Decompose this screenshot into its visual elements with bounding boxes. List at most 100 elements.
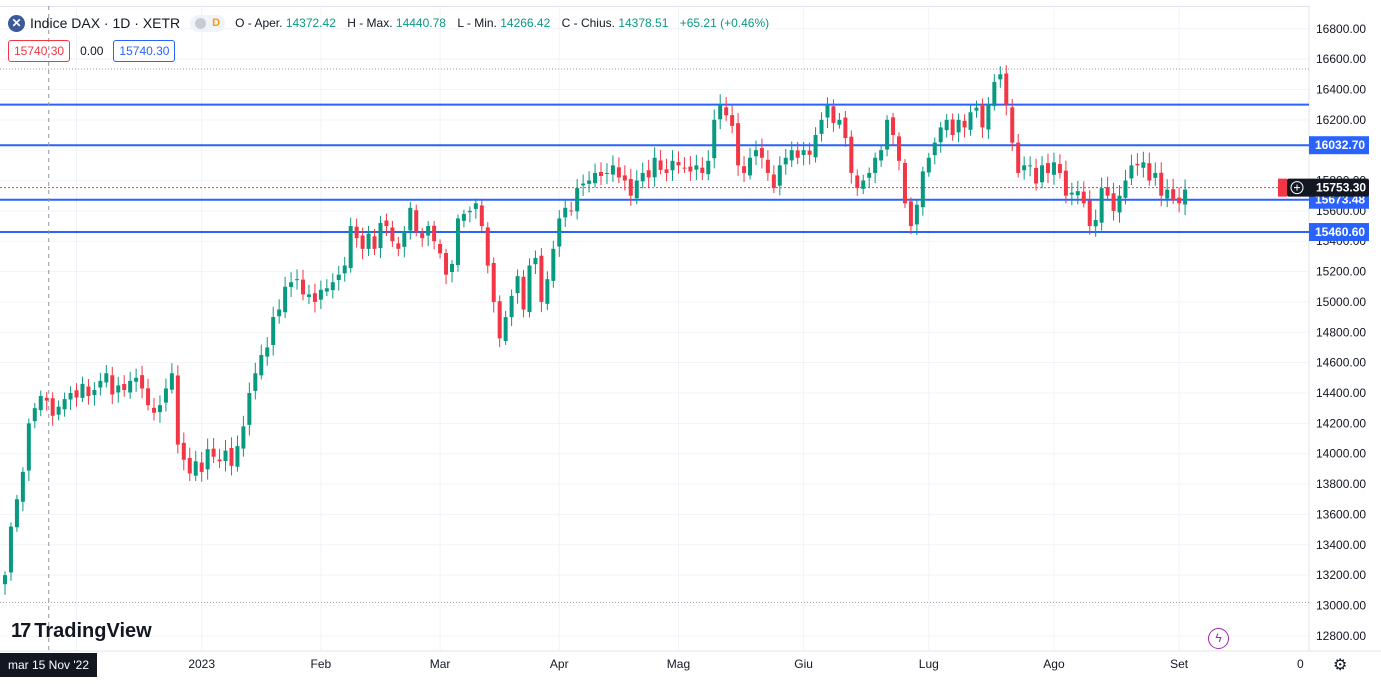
tradingview-mark-icon: 17 (11, 620, 31, 642)
candle-body (1171, 189, 1176, 201)
candle-body (324, 288, 329, 292)
candle-body (1046, 163, 1050, 173)
candle-body (271, 317, 276, 346)
price-tick-label: 14000.00 (1316, 447, 1366, 461)
change-value: +65.21 (+0.46%) (679, 16, 770, 30)
candle-body (748, 157, 752, 176)
candle-body (211, 448, 216, 457)
candle-body (205, 449, 210, 470)
candle-body (384, 220, 389, 227)
candle-body (801, 150, 806, 156)
candle-body (706, 160, 711, 175)
time-axis-zero-label: 0 (1297, 657, 1304, 671)
status-pill[interactable]: D (190, 14, 226, 32)
symbol-title[interactable]: Indice DAX · 1D · XETR (30, 15, 181, 31)
candle-body (777, 165, 782, 186)
candle-body (670, 160, 675, 171)
buy-price-button[interactable]: 15740.30 (113, 40, 176, 62)
candle-body (295, 279, 300, 281)
candle-body (676, 162, 681, 166)
candle-body (753, 150, 758, 157)
candle-body (301, 279, 305, 295)
sell-price-button[interactable]: 15740.30 (8, 40, 71, 62)
price-tick-label: 13200.00 (1316, 568, 1366, 582)
candle-body (366, 233, 371, 249)
candle-body (1159, 172, 1164, 196)
candle-body (408, 207, 413, 231)
candle-body (569, 210, 574, 212)
candle-body (259, 355, 264, 376)
price-tick-label: 16400.00 (1316, 82, 1366, 96)
candle-body (646, 170, 651, 178)
gear-icon[interactable]: ⚙ (1333, 657, 1348, 674)
candle-body (771, 174, 776, 189)
time-tick-label: Lug (919, 657, 939, 671)
tradingview-logo[interactable]: 17 TradingView (11, 620, 152, 643)
candle-body (730, 115, 735, 126)
candle-body (610, 165, 615, 175)
candle-body (908, 201, 913, 227)
candle-body (1004, 73, 1009, 105)
candle-body (348, 226, 353, 269)
time-tick-label: Ago (1043, 657, 1065, 671)
candle-body (169, 373, 174, 390)
time-axis[interactable]: Dic2023FebMarAprMagGiuLugAgoSet (68, 657, 1189, 671)
candle-body (56, 406, 61, 415)
candle-body (587, 180, 592, 184)
price-tick-label: 13000.00 (1316, 598, 1366, 612)
close-value: 14378.51 (618, 16, 669, 30)
candle-body (444, 253, 449, 275)
candle-body (545, 279, 550, 304)
spread-value: 0.00 (80, 44, 104, 58)
open-label: O - Aper. (235, 16, 283, 30)
candle-body (20, 471, 25, 502)
price-axis[interactable]: 12800.00 13000.00 13200.00 13400.00 13600.00… (1316, 22, 1366, 643)
candle-body (247, 393, 252, 425)
last-price-tag-label: 15753.30 (1316, 181, 1366, 195)
candle-body (622, 175, 627, 181)
candle-body (819, 119, 824, 134)
last-price-marker (1278, 178, 1287, 197)
candle-body (640, 172, 645, 182)
price-tick-label: 13600.00 (1316, 507, 1366, 521)
candle-body (163, 388, 168, 403)
candle-body (32, 408, 37, 422)
candle-body (402, 232, 407, 247)
candle-body (837, 119, 842, 125)
candle-body (134, 377, 139, 382)
candle-body (634, 180, 639, 199)
candle-body (1040, 165, 1045, 183)
level-price-tag (1309, 136, 1369, 155)
candle-body (312, 293, 317, 302)
candle-body (515, 276, 520, 294)
candle-body (736, 123, 741, 166)
candle-body (974, 107, 979, 111)
candle-body (396, 243, 401, 249)
candle-body (330, 282, 335, 291)
candle-body (968, 112, 973, 130)
candle-body (372, 236, 377, 249)
candle-body (742, 166, 747, 173)
chart-grid (0, 6, 1309, 651)
level-price-tag (1309, 223, 1369, 242)
candle-body (1069, 192, 1074, 195)
candle-body (8, 526, 13, 573)
time-tick-label: Set (1170, 657, 1189, 671)
lightning-icon[interactable]: ϟ (1208, 628, 1229, 649)
open-value: 14372.42 (285, 16, 336, 30)
candle-body (795, 150, 800, 158)
candle-body (426, 226, 431, 236)
time-tick-label: Feb (311, 657, 332, 671)
candle-body (241, 426, 246, 449)
candle-body (581, 183, 586, 186)
candle-body (1028, 165, 1033, 167)
candle-body (998, 74, 1003, 80)
candle-body (473, 203, 478, 209)
candle-body (724, 107, 729, 116)
candle-body (235, 446, 240, 467)
candle-body (682, 167, 687, 169)
candle-body (306, 294, 311, 297)
candle-body (68, 393, 73, 400)
